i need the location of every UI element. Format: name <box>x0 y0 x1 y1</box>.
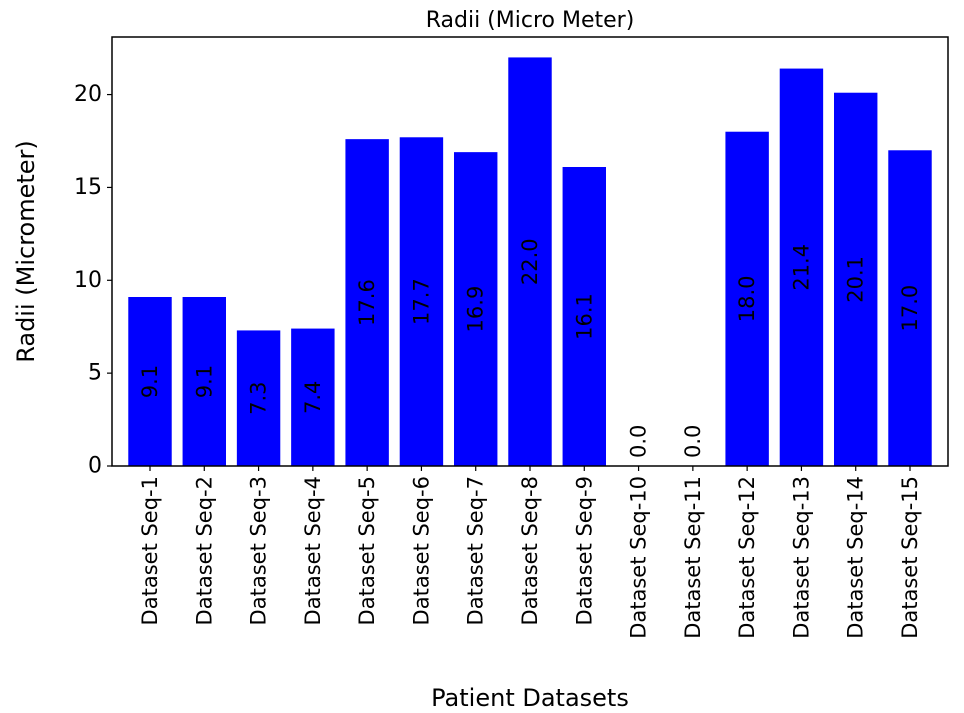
data-label: 16.1 <box>572 293 596 340</box>
bar <box>399 137 444 467</box>
x-axis-title: Patient Datasets <box>431 684 629 712</box>
data-label: 17.7 <box>409 278 433 325</box>
data-label: 17.6 <box>355 279 379 326</box>
bar <box>291 328 335 466</box>
x-axis: Dataset Seq-1 Dataset Seq-2 Dataset Seq-3 D… <box>138 466 922 639</box>
data-label: 21.4 <box>789 244 813 291</box>
bar <box>182 297 226 466</box>
x-tick-label: Dataset Seq-2 <box>192 476 216 625</box>
x-tick-label: Dataset Seq-7 <box>464 476 488 625</box>
y-tick-label: 20 <box>74 82 102 107</box>
x-tick-label: Dataset Seq-5 <box>355 476 379 625</box>
data-label: 18.0 <box>735 275 759 322</box>
data-label: 0.0 <box>627 425 651 458</box>
bar <box>508 57 552 467</box>
x-tick-label: Dataset Seq-8 <box>518 476 542 625</box>
data-label: 17.0 <box>898 285 922 332</box>
bar <box>128 297 172 466</box>
chart-title: Radii (Micro Meter) <box>426 8 635 33</box>
x-tick-label: Dataset Seq-12 <box>735 476 759 639</box>
data-label: 7.4 <box>301 381 325 414</box>
bar <box>454 152 498 466</box>
bar <box>236 330 281 466</box>
x-tick-label: Dataset Seq-1 <box>138 476 162 625</box>
bar <box>725 131 769 466</box>
data-label: 9.1 <box>192 365 216 398</box>
x-tick-label: Dataset Seq-15 <box>898 476 922 639</box>
x-tick-label: Dataset Seq-14 <box>844 476 868 639</box>
y-axis-title: Radii (Micrometer) <box>12 140 40 363</box>
bar <box>779 68 824 467</box>
x-tick-label: Dataset Seq-4 <box>301 476 325 625</box>
x-tick-label: Dataset Seq-11 <box>681 476 705 639</box>
y-tick-label: 5 <box>88 361 102 386</box>
x-tick-label: Dataset Seq-13 <box>789 476 813 639</box>
y-tick-label: 15 <box>74 175 102 200</box>
y-tick-label: 0 <box>88 454 102 479</box>
x-tick-label: Dataset Seq-3 <box>247 476 271 625</box>
data-label: 9.1 <box>138 365 162 398</box>
data-label: 0.0 <box>681 425 705 458</box>
bar <box>834 92 878 466</box>
data-label: 16.9 <box>464 286 488 333</box>
data-label: 7.3 <box>247 382 271 415</box>
data-labels-layer: 9.1 9.1 7.3 7.4 17.6 17.7 16.9 22.0 16.1 0.0 0.0 18… <box>138 238 922 458</box>
data-label: 22.0 <box>518 238 542 285</box>
data-label: 20.1 <box>844 256 868 303</box>
x-tick-label: Dataset Seq-10 <box>627 476 651 639</box>
bars-layer <box>128 57 932 467</box>
y-tick-label: 10 <box>74 268 102 293</box>
x-tick-label: Dataset Seq-6 <box>409 476 433 625</box>
bar <box>888 150 932 467</box>
y-axis: 0 5 10 15 20 <box>74 82 112 479</box>
bar <box>345 139 389 466</box>
x-tick-label: Dataset Seq-9 <box>572 476 596 625</box>
bar <box>562 167 606 466</box>
